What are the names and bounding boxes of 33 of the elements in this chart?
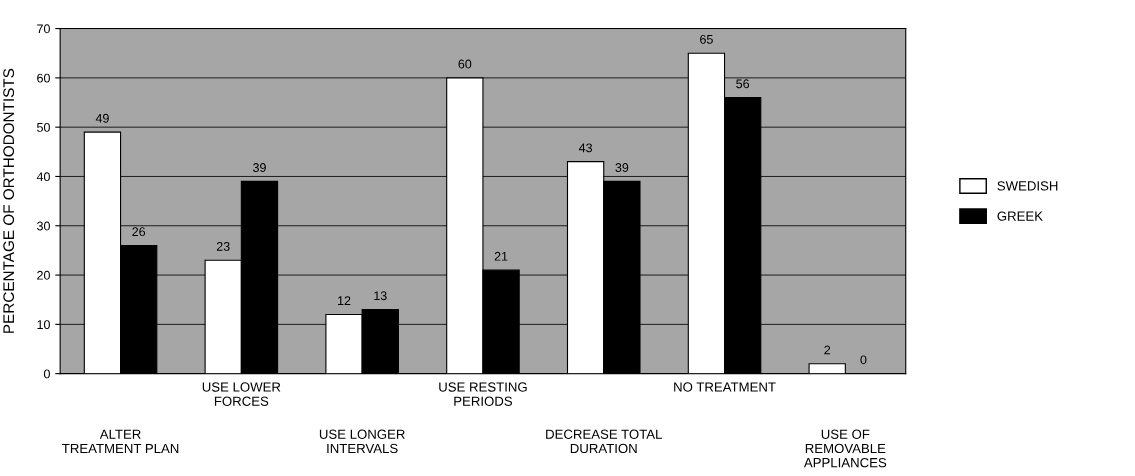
x-tick-label: USE RESTING PERIODS	[439, 382, 527, 406]
data-label: 43	[578, 143, 593, 153]
data-label: 39	[615, 163, 629, 172]
x-tick-label: USE OF REMOVABLE APPLIANCES	[803, 429, 887, 468]
y-tick-label: 50	[37, 122, 50, 132]
y-axis-title: PERCENTAGE OF ORTHODONTISTS	[3, 68, 15, 333]
data-label: 26	[132, 227, 146, 237]
y-tick-label: 10	[37, 320, 50, 330]
data-label: 49	[95, 113, 109, 123]
legend-label: GREEK	[997, 211, 1043, 221]
data-label: 39	[252, 163, 266, 172]
data-label: 12	[338, 296, 351, 305]
legend-label: SWEDISH	[997, 181, 1058, 191]
data-label: 23	[216, 242, 230, 251]
data-label: 2	[824, 345, 831, 355]
x-tick-label: DECREASE TOTAL DURATION	[546, 429, 662, 454]
data-label: 65	[700, 34, 713, 44]
x-tick-label: USE LOWER FORCES	[202, 382, 281, 406]
x-tick-label: ALTER TREATMENT PLAN	[62, 429, 179, 453]
y-tick-label: 40	[36, 172, 50, 182]
y-tick-label: 60	[37, 73, 50, 83]
x-tick-label: USE LONGER INTERVALS	[319, 429, 405, 454]
data-label: 21	[494, 251, 508, 261]
y-tick-label: 70	[37, 24, 50, 34]
data-label: 60	[458, 59, 472, 69]
y-tick-label: 20	[37, 270, 50, 280]
x-tick-label: NO TREATMENT	[674, 382, 776, 392]
y-tick-label: 0	[43, 369, 50, 379]
bar	[808, 363, 846, 374]
data-label: 13	[374, 291, 387, 301]
y-tick-label: 30	[37, 221, 50, 231]
data-label: 0	[860, 355, 867, 365]
data-label: 56	[736, 79, 750, 89]
